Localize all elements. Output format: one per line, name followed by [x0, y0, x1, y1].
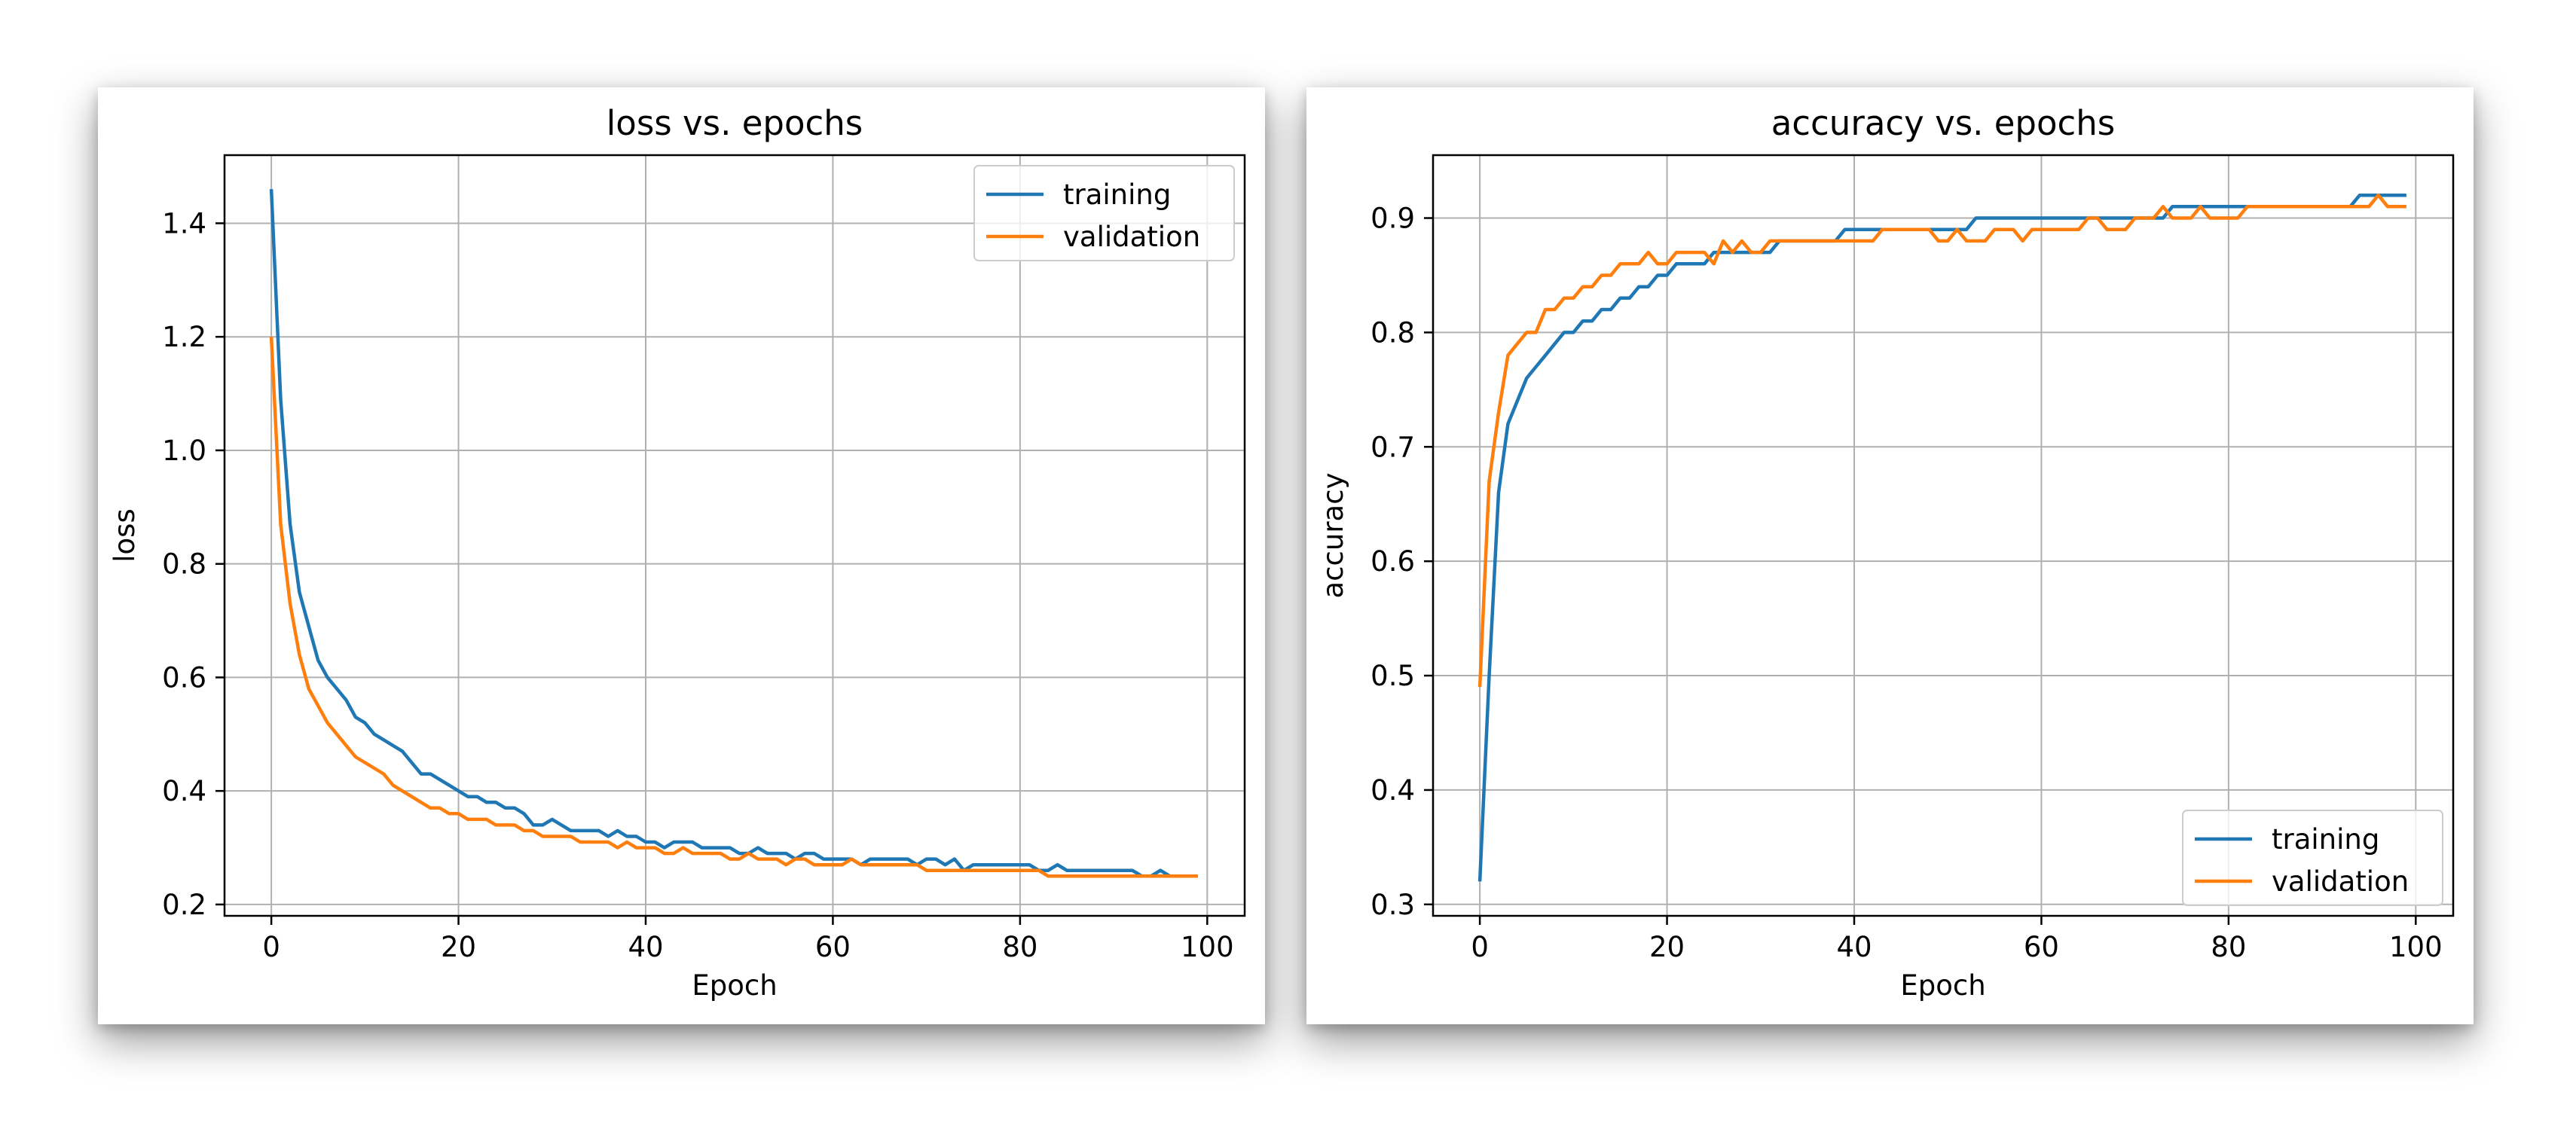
x-tick-label: 60	[2024, 931, 2059, 963]
x-tick-label: 40	[628, 931, 663, 963]
x-tick-label: 80	[1002, 931, 1037, 963]
loss-chart-panel: 0 20 40 60 80 100 0.2 0.4 0.6 0.8 1.0 1.2 1.4 loss vs…	[98, 87, 1265, 1024]
x-tick-label: 100	[1181, 931, 1234, 963]
y-tick-label: 1.4	[162, 207, 206, 240]
series-line-training	[269, 189, 1198, 878]
plot-area	[1433, 155, 2453, 916]
y-tick-label: 0.4	[1371, 774, 1415, 807]
accuracy-chart: 0 20 40 60 80 100 0.3 0.4 0.5 0.6 0.7 0.8 0.9 accurac…	[1317, 103, 2455, 1002]
y-tick-label: 0.7	[1371, 431, 1415, 463]
x-axis-label: Epoch	[692, 969, 777, 1002]
y-tick-label: 1.2	[162, 321, 206, 353]
y-tick-label: 0.2	[162, 889, 206, 921]
y-tick-label: 0.6	[162, 661, 206, 694]
y-tick-label: 0.8	[1371, 316, 1415, 349]
y-tick-label: 0.6	[1371, 545, 1415, 578]
chart-title: accuracy vs. epochs	[1771, 103, 2116, 143]
y-tick-label: 0.5	[1371, 660, 1415, 692]
loss-chart: 0 20 40 60 80 100 0.2 0.4 0.6 0.8 1.0 1.2 1.4 loss vs…	[108, 103, 1246, 1002]
legend-label-training: training	[1063, 178, 1171, 211]
legend: training validation	[973, 165, 1235, 261]
accuracy-chart-panel: 0 20 40 60 80 100 0.3 0.4 0.5 0.6 0.7 0.8 0.9 accurac…	[1306, 87, 2474, 1024]
x-tick-label: 60	[815, 931, 851, 963]
y-axis-label: accuracy	[1317, 473, 1349, 599]
axes-frame	[223, 154, 1246, 917]
x-tick-label: 20	[1649, 931, 1685, 963]
x-tick-label: 40	[1836, 931, 1872, 963]
legend-label-validation: validation	[1063, 221, 1200, 253]
chart-title: loss vs. epochs	[607, 103, 863, 143]
x-tick-label: 20	[441, 931, 476, 963]
x-tick-label: 0	[262, 931, 280, 963]
x-tick-label: 100	[2389, 931, 2443, 963]
legend-label-validation: validation	[2272, 865, 2409, 898]
y-tick-label: 0.9	[1371, 203, 1415, 235]
x-tick-label: 0	[1471, 931, 1489, 963]
series-line-validation	[1477, 193, 2406, 688]
legend-label-training: training	[2272, 823, 2379, 856]
y-tick-label: 0.3	[1371, 889, 1415, 921]
y-tick-label: 0.8	[162, 548, 206, 581]
axes-frame	[1432, 154, 2455, 917]
y-tick-label: 1.0	[162, 435, 206, 467]
x-axis-label: Epoch	[1900, 969, 1985, 1002]
plot-area	[225, 155, 1245, 916]
series-line-validation	[269, 337, 1198, 878]
x-tick-label: 80	[2211, 931, 2246, 963]
y-axis-label: loss	[108, 508, 141, 562]
legend: training validation	[2182, 810, 2443, 906]
y-tick-label: 0.4	[162, 775, 206, 807]
